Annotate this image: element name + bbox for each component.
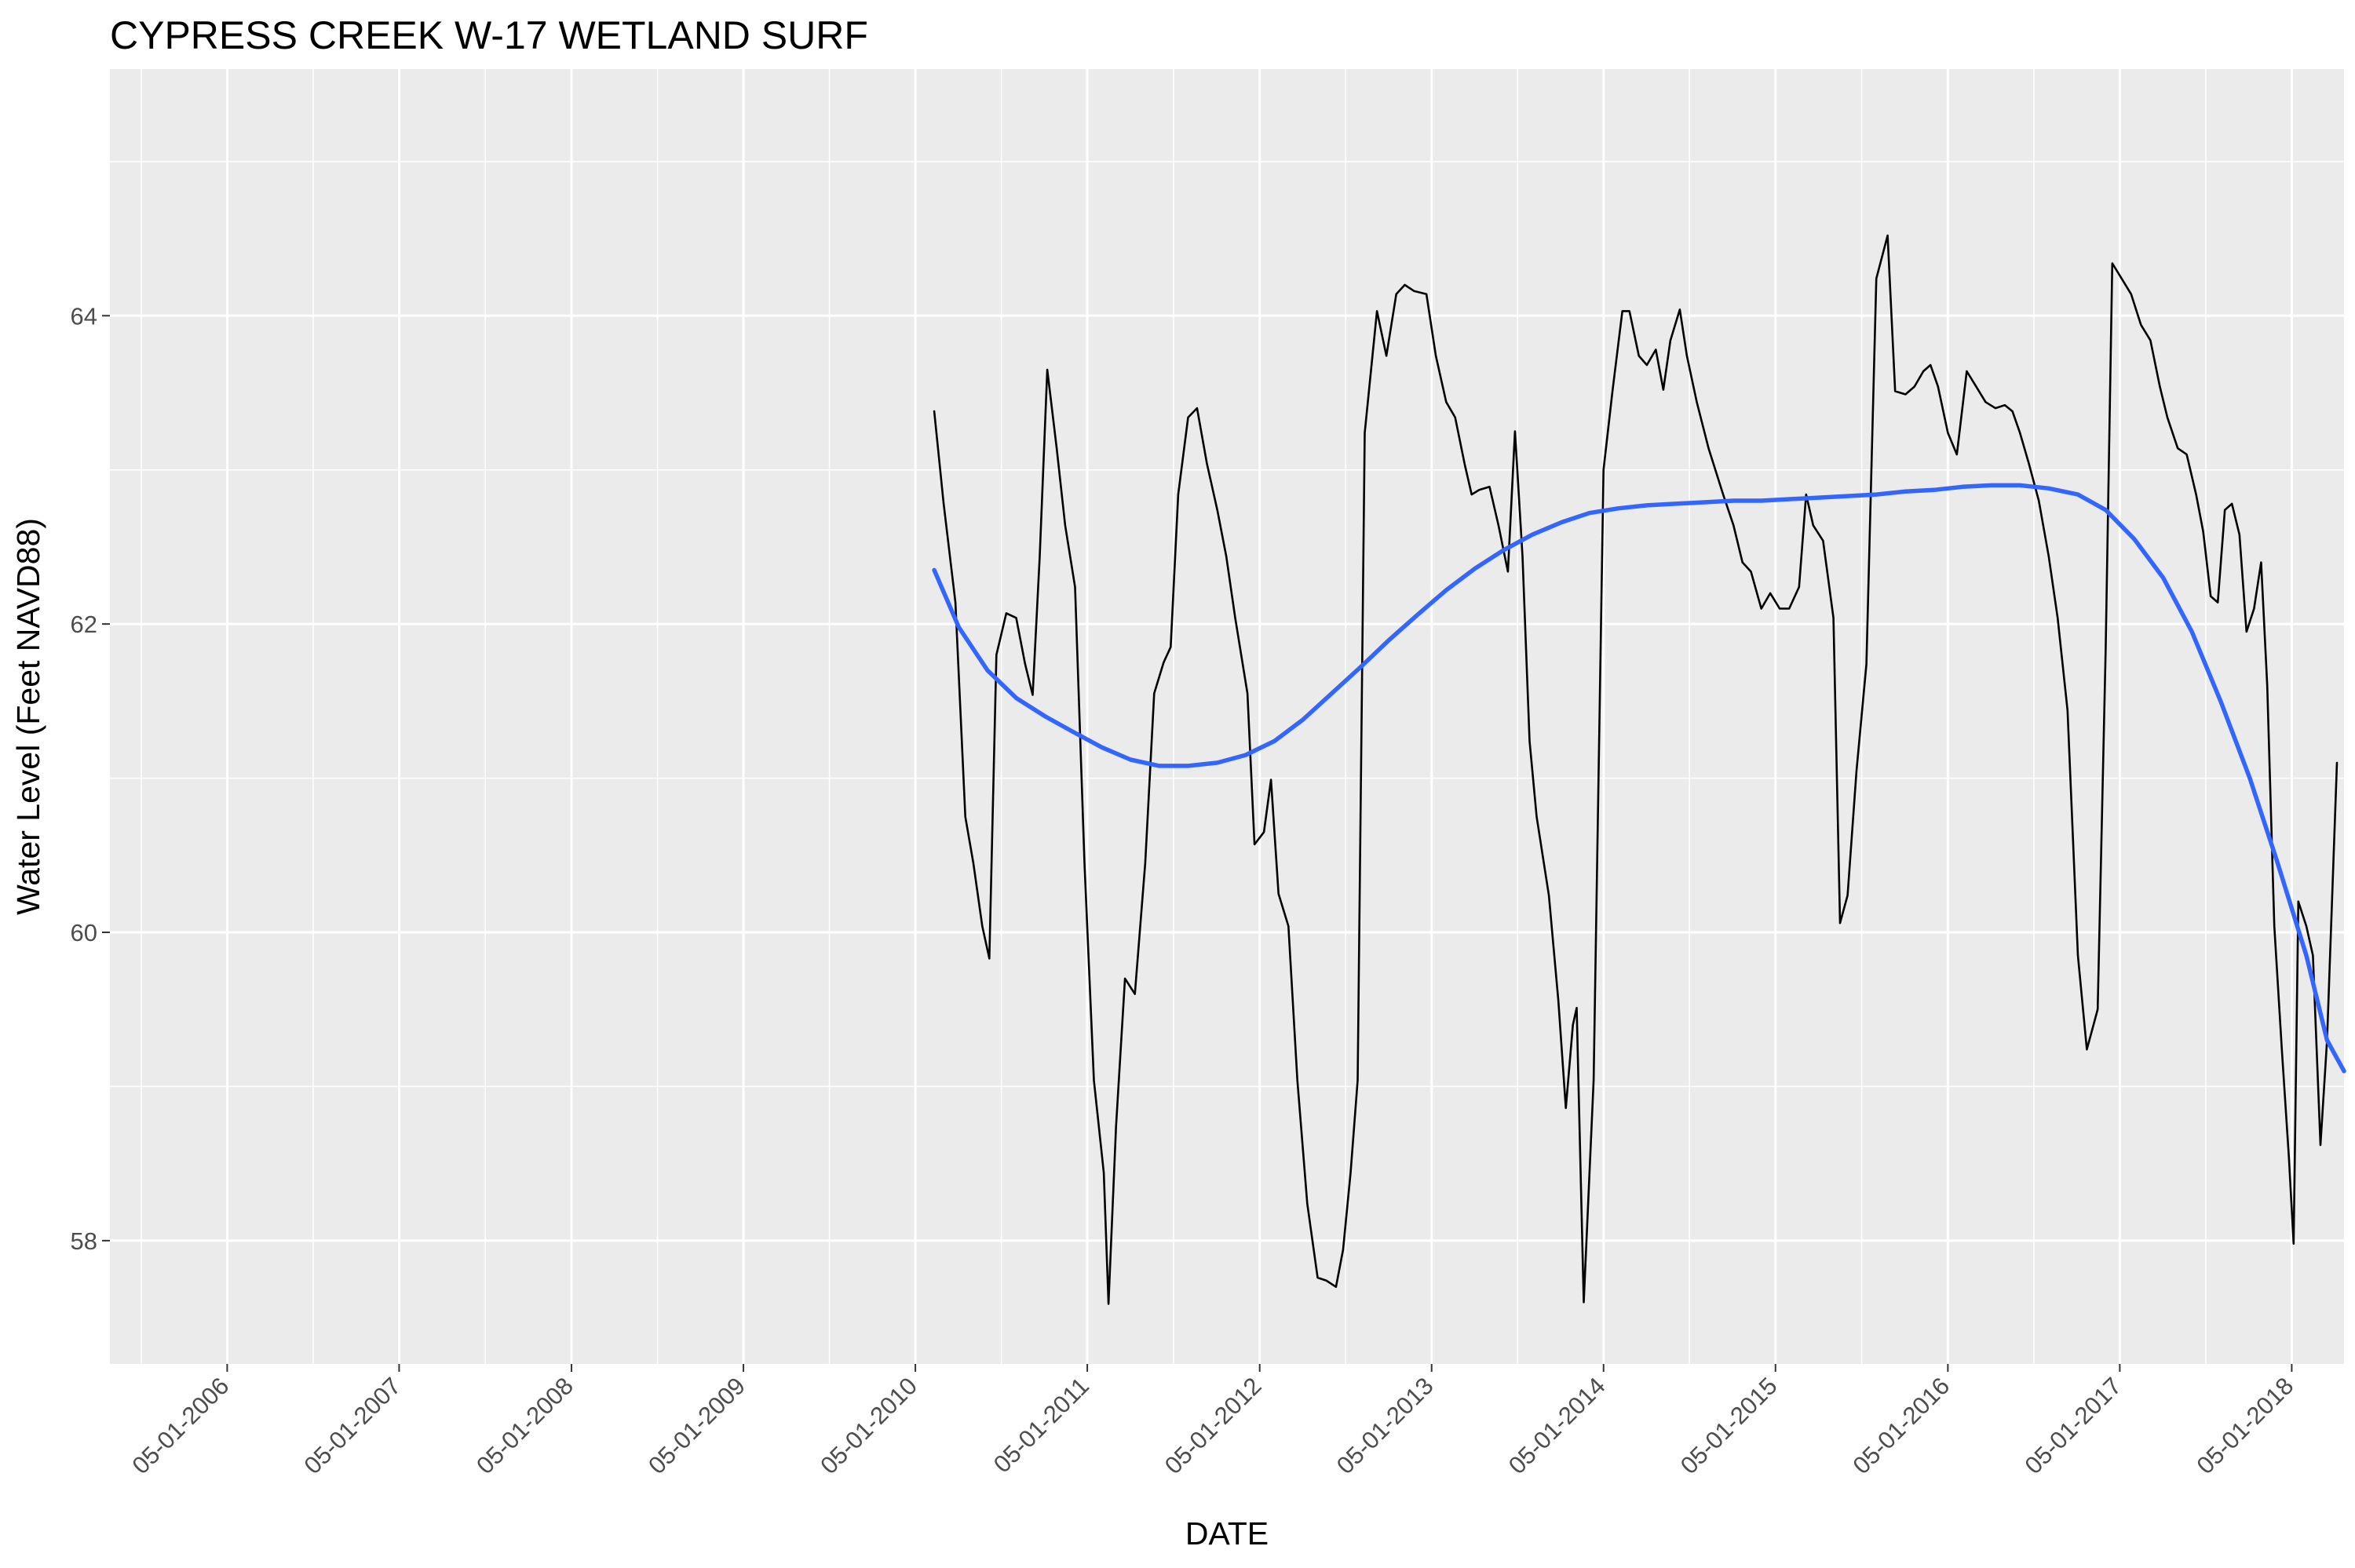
- y-tick-label: 62: [71, 611, 97, 638]
- y-tick-label: 58: [71, 1227, 97, 1255]
- x-tick-label: 05-01-2014: [1503, 1372, 1611, 1479]
- x-tick-label: 05-01-2010: [815, 1372, 922, 1479]
- x-tick-label: 05-01-2008: [471, 1372, 579, 1479]
- y-tick-label: 64: [71, 302, 97, 330]
- x-tick-label: 05-01-2013: [1331, 1372, 1439, 1479]
- x-tick-label: 05-01-2018: [2191, 1372, 2298, 1479]
- x-tick-label: 05-01-2007: [298, 1372, 406, 1479]
- grid-major: [110, 69, 2344, 1364]
- plot-panel: [110, 69, 2344, 1364]
- grid-minor: [110, 69, 2344, 1364]
- series-layer: [932, 234, 2346, 1305]
- x-axis: 05-01-2006 05-01-2007 05-01-2008 05-01-2009…: [126, 1364, 2298, 1479]
- x-tick-label: 05-01-2015: [1675, 1372, 1783, 1479]
- smooth-trend-line: [932, 483, 2346, 1074]
- chart-title: CYPRESS CREEK W-17 WETLAND SURF: [110, 13, 868, 57]
- x-tick-label: 05-01-2017: [2019, 1372, 2127, 1479]
- water-level-line: [933, 234, 2339, 1305]
- y-axis-title: Water Level (Feet NAVD88): [10, 518, 46, 915]
- x-tick-label: 05-01-2006: [126, 1372, 234, 1479]
- x-tick-label: 05-01-2012: [1159, 1372, 1267, 1479]
- x-tick-label: 05-01-2011: [988, 1372, 1094, 1478]
- y-axis: 58 60 62 64: [71, 302, 110, 1255]
- x-tick-label: 05-01-2016: [1847, 1372, 1955, 1479]
- x-axis-title: DATE: [1185, 1515, 1269, 1552]
- y-tick-label: 60: [71, 919, 97, 946]
- x-tick-label: 05-01-2009: [643, 1372, 750, 1479]
